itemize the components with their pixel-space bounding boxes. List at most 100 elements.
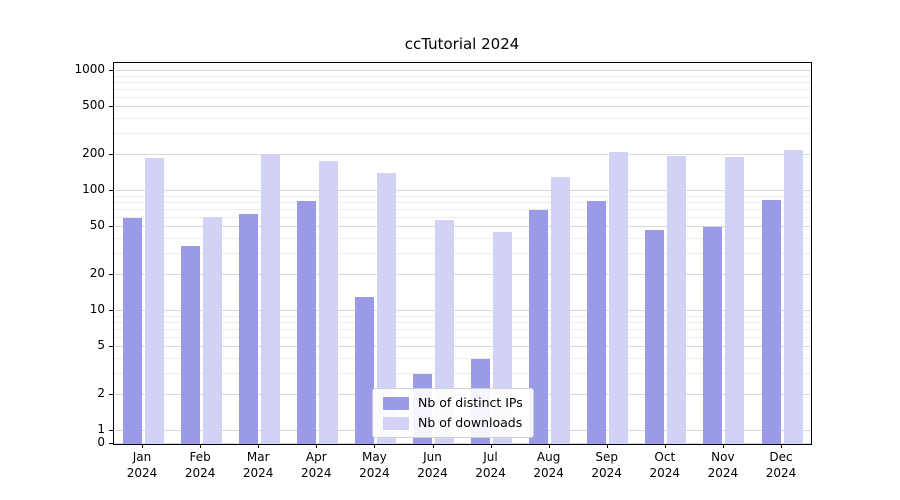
minor-gridline — [114, 357, 811, 359]
bar-downloads-jan — [144, 158, 164, 444]
legend-label-distinct-ips: Nb of distinct IPs — [418, 395, 523, 410]
bar-distinct-ips-dec — [761, 199, 781, 444]
bar-downloads-aug — [551, 177, 571, 444]
y-tick-mark — [109, 153, 113, 155]
bar-distinct-ips-feb — [180, 245, 200, 444]
x-tick-label: Sep 2024 — [591, 450, 622, 480]
x-tick-mark — [664, 444, 666, 448]
y-tick-label: 20 — [89, 265, 105, 280]
bar-downloads-oct — [667, 155, 687, 444]
bar-downloads-dec — [783, 149, 803, 444]
x-tick-mark — [781, 444, 782, 448]
legend: Nb of distinct IPs Nb of downloads — [372, 388, 534, 438]
x-tick-mark — [548, 444, 550, 448]
minor-gridline — [114, 88, 811, 90]
legend-item-downloads: Nb of downloads — [383, 415, 523, 431]
bar-downloads-mar — [260, 153, 280, 444]
y-tick-label: 1000 — [74, 62, 105, 76]
major-gridline — [114, 443, 811, 444]
x-tick-mark — [200, 444, 202, 448]
minor-gridline — [114, 117, 811, 119]
x-tick-label: Mar 2024 — [242, 450, 274, 480]
y-tick-label: 1 — [97, 422, 105, 436]
y-tick-mark — [109, 393, 113, 395]
minor-gridline — [114, 252, 811, 254]
y-tick-label: 5 — [97, 338, 105, 353]
x-tick-label: Oct 2024 — [649, 450, 681, 480]
bar-distinct-ips-oct — [645, 230, 665, 444]
x-tick-label: May 2024 — [359, 450, 390, 480]
minor-gridline — [114, 216, 811, 218]
minor-gridline — [114, 237, 811, 239]
minor-gridline — [114, 96, 811, 98]
minor-gridline — [114, 321, 811, 323]
x-tick-label: Apr 2024 — [301, 450, 332, 480]
y-tick-mark — [109, 226, 113, 228]
minor-gridline — [114, 315, 811, 317]
bar-downloads-may — [376, 172, 396, 444]
y-tick-label: 10 — [89, 302, 105, 316]
y-tick-mark — [109, 443, 113, 444]
major-gridline — [114, 346, 811, 348]
bar-downloads-sep — [609, 152, 629, 444]
y-tick-mark — [109, 106, 113, 108]
x-tick-label: Dec 2024 — [765, 450, 797, 480]
bar-downloads-nov — [725, 157, 745, 444]
legend-label-downloads: Nb of downloads — [418, 415, 523, 430]
bar-distinct-ips-mar — [238, 214, 258, 444]
major-gridline — [114, 153, 811, 155]
x-tick-label: Jul 2024 — [475, 450, 506, 480]
x-tick-mark — [490, 444, 492, 448]
major-gridline — [114, 310, 811, 311]
bar-downloads-feb — [202, 216, 222, 444]
y-tick-label: 0 — [97, 435, 105, 449]
major-gridline — [114, 226, 811, 228]
major-gridline — [114, 70, 811, 71]
major-gridline — [114, 273, 811, 275]
y-tick-mark — [109, 310, 113, 311]
minor-gridline — [114, 75, 811, 77]
x-tick-mark — [374, 444, 376, 448]
y-tick-mark — [109, 190, 113, 191]
x-tick-mark — [258, 444, 260, 448]
y-tick-mark — [109, 346, 113, 348]
minor-gridline — [114, 336, 811, 338]
chart-title: ccTutorial 2024 — [404, 35, 520, 53]
minor-gridline — [114, 81, 811, 83]
minor-gridline — [114, 372, 811, 374]
y-tick-label: 2 — [97, 385, 105, 400]
x-tick-label: Aug 2024 — [533, 450, 564, 480]
y-tick-mark — [109, 70, 113, 71]
y-tick-label: 50 — [89, 218, 105, 233]
minor-gridline — [114, 328, 811, 330]
x-tick-mark — [606, 444, 608, 448]
y-tick-label: 200 — [82, 145, 105, 160]
y-tick-mark — [109, 430, 113, 431]
major-gridline — [114, 106, 811, 108]
legend-swatch-distinct-ips — [383, 396, 409, 410]
x-tick-mark — [142, 444, 143, 448]
legend-swatch-downloads — [383, 416, 409, 430]
y-tick-label: 100 — [82, 182, 105, 196]
x-tick-label: Feb 2024 — [184, 450, 216, 480]
bar-distinct-ips-may — [354, 297, 374, 444]
x-tick-mark — [722, 444, 724, 448]
y-tick-label: 500 — [82, 98, 105, 113]
bar-distinct-ips-apr — [296, 201, 316, 444]
x-tick-label: Jun 2024 — [417, 450, 448, 480]
minor-gridline — [114, 132, 811, 134]
bar-distinct-ips-aug — [529, 209, 549, 444]
bar-distinct-ips-sep — [587, 200, 607, 444]
minor-gridline — [114, 195, 811, 197]
x-tick-mark — [316, 444, 318, 448]
bar-downloads-apr — [318, 161, 338, 444]
x-tick-label: Nov 2024 — [707, 450, 739, 480]
bar-distinct-ips-nov — [703, 227, 723, 444]
minor-gridline — [114, 208, 811, 210]
minor-gridline — [114, 201, 811, 203]
x-tick-mark — [432, 444, 434, 448]
y-tick-mark — [109, 273, 113, 275]
x-tick-label: Jan 2024 — [126, 450, 158, 480]
bar-distinct-ips-jan — [122, 217, 142, 444]
